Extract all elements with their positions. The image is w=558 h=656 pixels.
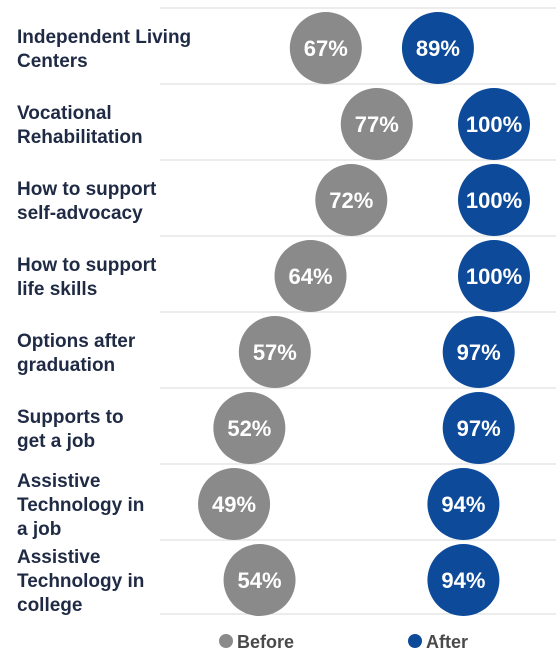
before-value-label: 52% [227,416,271,441]
after-value-label: 94% [441,568,485,593]
data-marks: 67% 77% 72% 64% 57% 52% 49% 54% 89% 100% 100% 100% 9… [198,12,530,616]
before-bubble [274,240,347,312]
after-bubble [442,316,515,388]
category-label: How to support self-advocacy [17,179,157,224]
before-value-label: 77% [355,112,399,137]
before-bubble [213,392,286,464]
before-bubble [289,12,362,84]
after-bubble [458,164,530,236]
after-bubble [401,12,474,84]
category-label: Supports to get a job [17,407,124,452]
legend: Before After [219,632,468,652]
after-value-label: 100% [466,188,522,213]
before-bubble [238,316,311,388]
category-label: Assistive Technology in college [17,547,144,616]
before-value-label: 72% [329,188,373,213]
after-legend-marker [408,634,422,648]
after-legend-label: After [426,632,468,652]
after-bubble [458,88,530,160]
after-bubble [427,544,500,616]
before-legend-marker [219,634,233,648]
before-value-label: 49% [212,492,256,517]
after-value-label: 89% [416,36,460,61]
category-label: Independent Living Centers [17,27,191,72]
category-label: Options after graduation [17,331,136,376]
before-bubble [340,88,413,160]
before-bubble [315,164,388,236]
category-label: How to support life skills [17,255,157,300]
before-value-label: 64% [288,264,332,289]
after-value-label: 100% [466,112,522,137]
before-value-label: 67% [304,36,348,61]
after-value-label: 97% [457,416,501,441]
before-value-label: 57% [253,340,297,365]
after-bubble [442,392,515,464]
before-legend-label: Before [237,632,294,652]
before-value-label: 54% [238,568,282,593]
after-value-label: 100% [466,264,522,289]
gridlines [160,7,556,615]
after-value-label: 94% [441,492,485,517]
after-value-label: 97% [457,340,501,365]
category-labels: Independent Living Centers Vocational Rehab… [17,27,191,616]
category-label: Vocational Rehabilitation [17,103,143,148]
before-bubble [223,544,296,616]
after-bubble [458,240,530,312]
category-label: Assistive Technology in a job [17,471,144,540]
after-bubble [427,468,500,540]
before-bubble [198,468,271,540]
